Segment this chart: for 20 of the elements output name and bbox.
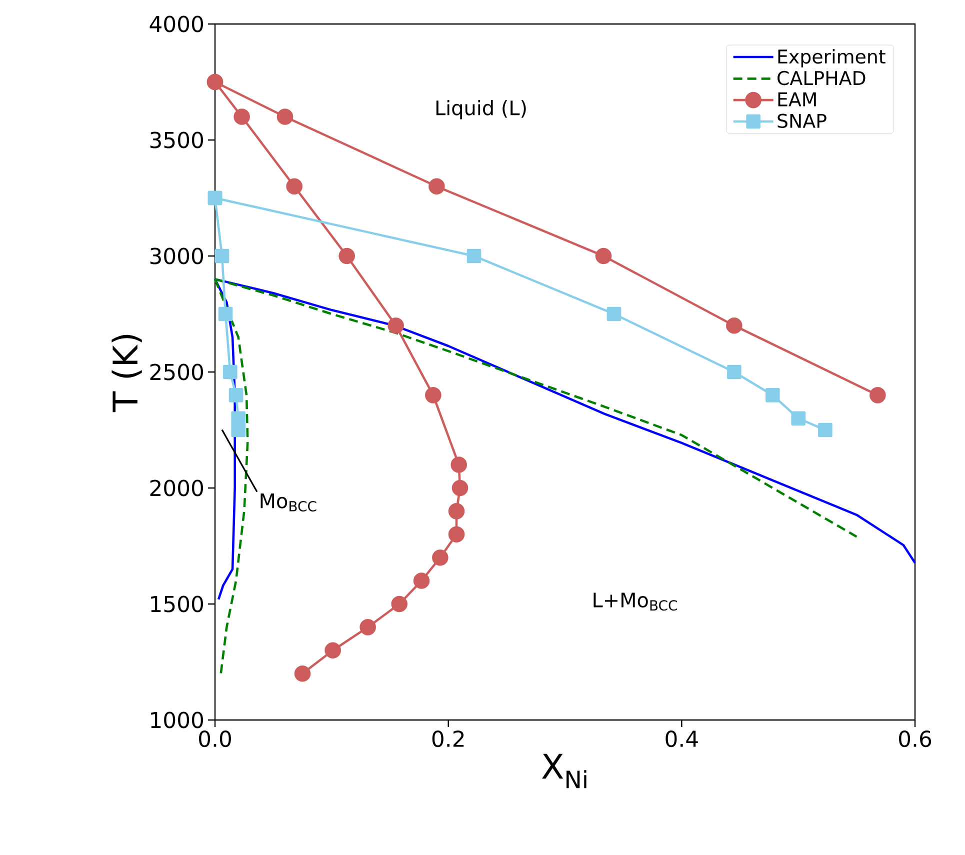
legend-label: SNAP (778, 114, 826, 128)
annotation: L+Mo$_{BCC}$ (594, 592, 677, 611)
annotation: Mo$_{BCC}$ (260, 494, 316, 512)
y-tick-label: 2000 (150, 480, 204, 496)
y-tick-label: 2500 (150, 364, 204, 380)
x-tick-label: 0.6 (899, 730, 932, 748)
legend-label: CALPHAD (778, 70, 866, 86)
legend-label: Experiment (778, 49, 886, 68)
y-tick-label: 3000 (150, 248, 204, 264)
y-tick-label: 1500 (151, 596, 204, 612)
y-tick-label: 1000 (151, 712, 204, 728)
y-axis-title: T (K) (112, 334, 142, 412)
y-tick-label: 3500 (150, 132, 204, 148)
legend-label: EAM (778, 92, 816, 106)
y-tick-label: 4000 (150, 16, 204, 32)
annotation: Liquid (L) (436, 100, 526, 120)
x-axis-title: X$_{Ni}$ (542, 754, 586, 788)
x-tick-label: 0.4 (666, 730, 698, 748)
x-tick-label: 0.2 (432, 730, 464, 748)
x-tick-label: 0.0 (199, 730, 231, 748)
